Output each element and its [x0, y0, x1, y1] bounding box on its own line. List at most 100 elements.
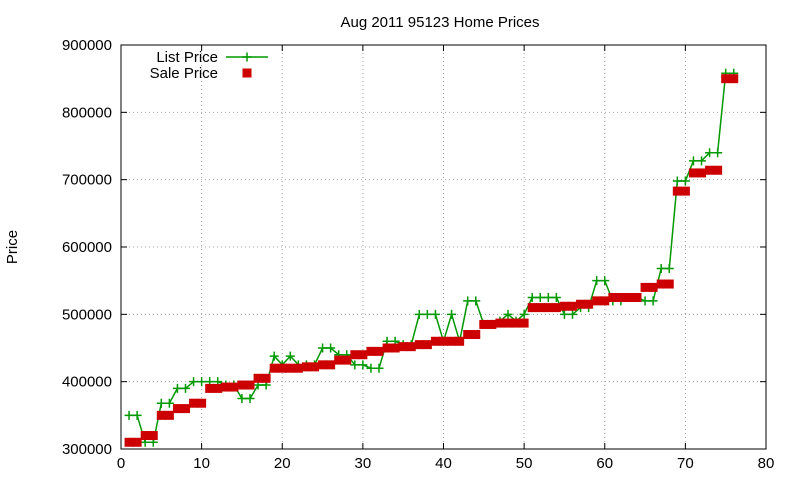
- x-tick-label: 70: [677, 455, 694, 472]
- data-point-square: [576, 299, 586, 309]
- data-point-plus: [318, 343, 328, 353]
- data-point-square: [277, 363, 287, 373]
- y-axis-label: Price: [4, 230, 21, 264]
- data-point-square: [568, 301, 577, 311]
- data-point-square: [511, 318, 521, 328]
- data-point-square: [398, 342, 408, 352]
- data-point-plus: [197, 377, 207, 387]
- data-point-square: [350, 350, 360, 360]
- y-tick-label: 300000: [62, 441, 112, 458]
- data-point-square: [519, 318, 529, 328]
- data-point-square: [164, 410, 174, 420]
- data-point-plus: [350, 360, 360, 370]
- data-point-plus: [124, 410, 134, 420]
- data-point-square: [221, 382, 231, 392]
- data-point-plus: [172, 383, 182, 393]
- data-point-square: [584, 299, 594, 309]
- data-point-square: [374, 346, 384, 356]
- data-point-square: [632, 293, 642, 302]
- data-point-square: [705, 165, 715, 175]
- data-point-square: [237, 380, 247, 390]
- data-point-square: [189, 398, 199, 408]
- data-point-square: [205, 383, 215, 393]
- data-point-plus: [422, 309, 432, 319]
- data-point-square: [713, 165, 723, 175]
- data-point-square: [269, 363, 279, 373]
- data-point-plus: [414, 309, 424, 319]
- data-point-square: [293, 363, 303, 373]
- data-point-square: [382, 343, 392, 353]
- data-point-square: [285, 363, 295, 373]
- x-tick-label: 40: [435, 455, 452, 472]
- data-point-square: [310, 362, 319, 372]
- y-tick-label: 400000: [62, 374, 112, 391]
- data-point-square: [229, 382, 239, 392]
- data-point-plus: [713, 148, 723, 158]
- axis-ticks: 0 10 20 30 40 50 60 70 80 300000 400000 500000 60000…: [62, 37, 774, 472]
- y-tick-label: 900000: [62, 37, 112, 54]
- data-point-square: [624, 293, 634, 302]
- data-point-square: [455, 336, 465, 346]
- data-point-plus: [559, 309, 569, 319]
- x-tick-label: 0: [117, 455, 125, 472]
- x-tick-label: 30: [355, 455, 372, 472]
- data-point-plus: [471, 296, 481, 306]
- data-point-plus: [358, 360, 368, 370]
- data-point-square: [680, 186, 690, 196]
- data-point-square: [648, 282, 658, 292]
- data-point-square: [334, 355, 344, 365]
- data-point-square: [245, 380, 255, 390]
- x-tick-label: 80: [758, 455, 775, 472]
- data-point-plus: [551, 293, 561, 302]
- data-point-plus: [326, 343, 336, 353]
- data-point-square: [697, 168, 706, 178]
- data-point-square: [688, 168, 698, 178]
- data-point-plus: [132, 410, 142, 420]
- data-point-square: [156, 410, 166, 420]
- data-point-plus: [463, 296, 473, 306]
- data-point-square: [600, 296, 610, 306]
- data-point-square: [592, 296, 602, 306]
- data-point-square: [261, 373, 271, 383]
- data-point-square: [439, 336, 448, 346]
- data-point-plus: [269, 351, 279, 361]
- data-point-square: [656, 279, 666, 289]
- x-tick-label: 10: [193, 455, 210, 472]
- series-layer: [124, 68, 739, 447]
- x-tick-label: 50: [516, 455, 533, 472]
- data-point-square: [358, 350, 368, 360]
- data-point-plus: [705, 148, 715, 158]
- data-point-square: [148, 431, 158, 441]
- data-point-plus: [430, 309, 440, 319]
- data-point-plus: [366, 363, 376, 373]
- data-point-square: [301, 362, 311, 372]
- data-point-square: [390, 343, 400, 353]
- data-point-square: [422, 340, 432, 350]
- data-point-plus: [600, 276, 610, 286]
- data-point-square: [140, 431, 150, 441]
- data-point-plus: [181, 383, 190, 393]
- data-point-square: [503, 318, 513, 328]
- data-point-plus: [535, 293, 545, 302]
- data-point-plus: [156, 398, 166, 408]
- data-point-square: [318, 360, 328, 370]
- data-point-plus: [245, 394, 255, 403]
- data-point-square: [181, 404, 190, 414]
- data-point-square: [124, 437, 134, 447]
- data-point-square: [608, 293, 618, 302]
- data-point-square: [543, 303, 553, 313]
- data-point-plus: [688, 156, 698, 166]
- data-point-square: [559, 301, 569, 311]
- data-point-square: [406, 342, 416, 352]
- data-point-square: [414, 340, 424, 350]
- y-tick-label: 800000: [62, 104, 112, 121]
- data-point-square: [253, 373, 263, 383]
- legend-label: Sale Price: [150, 65, 218, 82]
- data-point-plus: [189, 377, 199, 387]
- y-tick-label: 700000: [62, 172, 112, 189]
- data-point-plus: [640, 296, 650, 306]
- legend-label: List Price: [156, 49, 218, 66]
- data-point-plus: [680, 176, 690, 186]
